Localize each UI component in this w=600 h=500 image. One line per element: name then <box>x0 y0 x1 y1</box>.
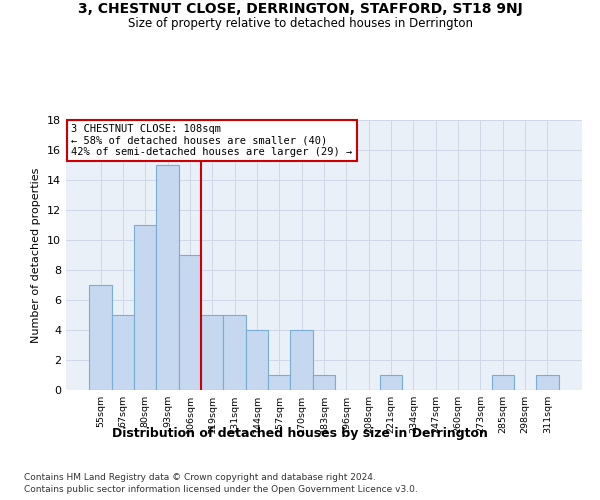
Text: 3 CHESTNUT CLOSE: 108sqm
← 58% of detached houses are smaller (40)
42% of semi-d: 3 CHESTNUT CLOSE: 108sqm ← 58% of detach… <box>71 124 352 157</box>
Bar <box>290 330 313 390</box>
Bar <box>89 285 112 390</box>
Bar <box>134 225 157 390</box>
Text: Contains HM Land Registry data © Crown copyright and database right 2024.: Contains HM Land Registry data © Crown c… <box>24 472 376 482</box>
Bar <box>380 375 402 390</box>
Bar <box>157 165 179 390</box>
Bar <box>223 315 246 390</box>
Bar <box>491 375 514 390</box>
Bar <box>268 375 290 390</box>
Bar <box>313 375 335 390</box>
Bar <box>201 315 223 390</box>
Bar <box>536 375 559 390</box>
Text: 3, CHESTNUT CLOSE, DERRINGTON, STAFFORD, ST18 9NJ: 3, CHESTNUT CLOSE, DERRINGTON, STAFFORD,… <box>77 2 523 16</box>
Text: Size of property relative to detached houses in Derrington: Size of property relative to detached ho… <box>128 18 473 30</box>
Text: Distribution of detached houses by size in Derrington: Distribution of detached houses by size … <box>112 428 488 440</box>
Bar <box>246 330 268 390</box>
Bar <box>112 315 134 390</box>
Y-axis label: Number of detached properties: Number of detached properties <box>31 168 41 342</box>
Bar <box>179 255 201 390</box>
Text: Contains public sector information licensed under the Open Government Licence v3: Contains public sector information licen… <box>24 485 418 494</box>
